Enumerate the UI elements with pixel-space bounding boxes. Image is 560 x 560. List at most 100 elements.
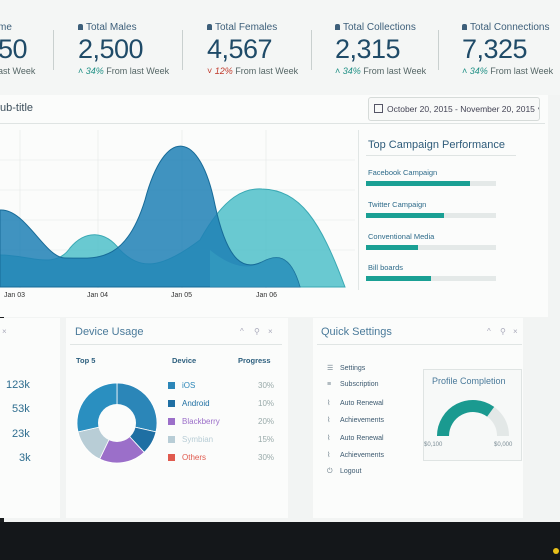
column-header: Top 5 xyxy=(76,356,95,365)
quick-setting-label: Achievements xyxy=(340,452,384,459)
divider xyxy=(317,344,522,345)
campaign-title: Top Campaign Performance xyxy=(368,139,505,151)
stat-tile-males: Total Males 2,500 ˄ 34% From last Week xyxy=(78,0,178,90)
profile-completion-card: Profile Completion $0,100 $0,000 xyxy=(423,369,522,461)
divider xyxy=(358,130,359,290)
legend-swatch xyxy=(168,382,175,389)
donut-chart xyxy=(74,380,160,466)
stat-value: 2,500 xyxy=(78,34,143,65)
device-name: Others xyxy=(182,453,206,462)
stat-change: ast Week xyxy=(0,66,35,76)
divider xyxy=(438,30,439,70)
x-tick-label: Jan 05 xyxy=(171,292,192,299)
device-name: Android xyxy=(182,399,210,408)
collapse-icon[interactable]: ^ xyxy=(487,327,491,336)
stat-tile-collections: Total Collections 2,315 ˄ 34% From last … xyxy=(335,0,435,90)
stat-value: 4,567 xyxy=(207,34,272,65)
quick-setting-label: Settings xyxy=(340,365,365,372)
device-usage-title: Device Usage xyxy=(75,326,143,338)
device-pct: 30% xyxy=(258,381,274,390)
arrow-down-icon: ˅ xyxy=(207,66,215,76)
divider xyxy=(182,30,183,70)
stat-value: 7,325 xyxy=(462,34,527,65)
date-range-picker[interactable]: October 20, 2015 - November 20, 2015▾ xyxy=(368,97,540,121)
logout-icon: ⏻ xyxy=(327,468,335,476)
value-label: 123k xyxy=(6,379,30,391)
stat-value: 2,315 xyxy=(335,34,400,65)
divider xyxy=(311,30,312,70)
close-icon[interactable]: × xyxy=(513,327,518,336)
stat-tile-connections: Total Connections 7,325 ˄ 34% From last … xyxy=(462,0,552,90)
stat-label: Total Collections xyxy=(335,22,416,33)
profile-completion-title: Profile Completion xyxy=(432,376,506,386)
user-icon xyxy=(207,24,212,30)
campaign-progress-fill xyxy=(366,181,470,186)
campaign-progress-fill xyxy=(366,276,431,281)
campaign-label: Bill boards xyxy=(368,263,403,272)
close-icon[interactable]: × xyxy=(268,327,273,336)
menu-icon: ≡ xyxy=(327,381,335,388)
device-pct: 10% xyxy=(258,399,274,408)
user-icon xyxy=(335,24,340,30)
x-tick-label: Jan 06 xyxy=(256,292,277,299)
campaign-label: Conventional Media xyxy=(368,232,434,241)
monitor-bezel xyxy=(0,522,560,560)
stat-label: Total Males xyxy=(78,22,137,33)
campaign-progress-fill xyxy=(366,213,444,218)
stat-tile-1: me 50 ast Week xyxy=(0,0,48,90)
stat-value: 50 xyxy=(0,34,27,65)
stat-change: ˄ 34% From last Week xyxy=(335,66,426,76)
device-pct: 15% xyxy=(258,435,274,444)
legend-swatch xyxy=(168,418,175,425)
device-name: Symbian xyxy=(182,435,213,444)
value-label: 53k xyxy=(12,403,30,415)
stat-label: me xyxy=(0,22,12,33)
calendar-icon xyxy=(374,104,383,113)
stats-bar: me 50 ast Week Total Males 2,500 ˄ 34% F… xyxy=(0,0,560,95)
quick-setting-item[interactable]: ⌇ Achievements xyxy=(327,416,384,424)
stat-label: Total Females xyxy=(207,22,277,33)
gauge-max-label: $0,000 xyxy=(494,442,512,448)
stat-change: ˅ 12% From last Week xyxy=(207,66,298,76)
chart-icon: ⌇ xyxy=(327,416,335,424)
x-tick-label: Jan 04 xyxy=(87,292,108,299)
device-pct: 20% xyxy=(258,417,274,426)
divider xyxy=(70,344,282,345)
quick-setting-item[interactable]: ≡ Subscription xyxy=(327,381,379,388)
stat-label: Total Connections xyxy=(462,22,550,33)
column-header: Progress xyxy=(238,356,271,365)
quick-setting-label: Auto Renewal xyxy=(340,400,384,407)
collapse-icon[interactable]: ^ xyxy=(240,327,244,336)
quick-settings-title: Quick Settings xyxy=(321,326,392,338)
column-header: Device xyxy=(172,356,196,365)
quick-setting-item[interactable]: ⏻ Logout xyxy=(327,468,361,476)
quick-setting-label: Logout xyxy=(340,468,361,475)
arrow-up-icon: ˄ xyxy=(78,66,86,76)
quick-setting-item[interactable]: ⌇ Auto Renewal xyxy=(327,434,384,442)
device-name: Blackberry xyxy=(182,417,220,426)
campaign-progress xyxy=(366,213,496,218)
list-icon: ☰ xyxy=(327,364,335,372)
stat-tile-females: Total Females 4,567 ˅ 12% From last Week xyxy=(207,0,307,90)
caret-down-icon: ▾ xyxy=(538,104,540,114)
quick-setting-item[interactable]: ⌇ Auto Renewal xyxy=(327,399,384,407)
device-name: iOS xyxy=(182,381,195,390)
campaign-label: Facebook Campaign xyxy=(368,168,437,177)
stat-change: ˄ 34% From last Week xyxy=(462,66,553,76)
campaign-progress xyxy=(366,245,496,250)
gauge-min-label: $0,100 xyxy=(424,442,442,448)
device-pct: 30% xyxy=(258,453,274,462)
settings-icon[interactable]: ⚲ xyxy=(254,327,260,336)
settings-icon[interactable]: ⚲ xyxy=(500,327,506,336)
user-icon xyxy=(462,24,467,30)
power-led xyxy=(553,548,559,554)
value-label: 3k xyxy=(19,452,31,464)
area-chart xyxy=(0,130,360,290)
campaign-progress xyxy=(366,276,496,281)
quick-setting-item[interactable]: ⌇ Achievements xyxy=(327,451,384,459)
quick-setting-item[interactable]: ☰ Settings xyxy=(327,364,365,372)
divider xyxy=(366,155,516,156)
gauge xyxy=(436,392,510,440)
close-icon[interactable]: × xyxy=(2,327,7,336)
x-tick-label: Jan 03 xyxy=(4,292,25,299)
